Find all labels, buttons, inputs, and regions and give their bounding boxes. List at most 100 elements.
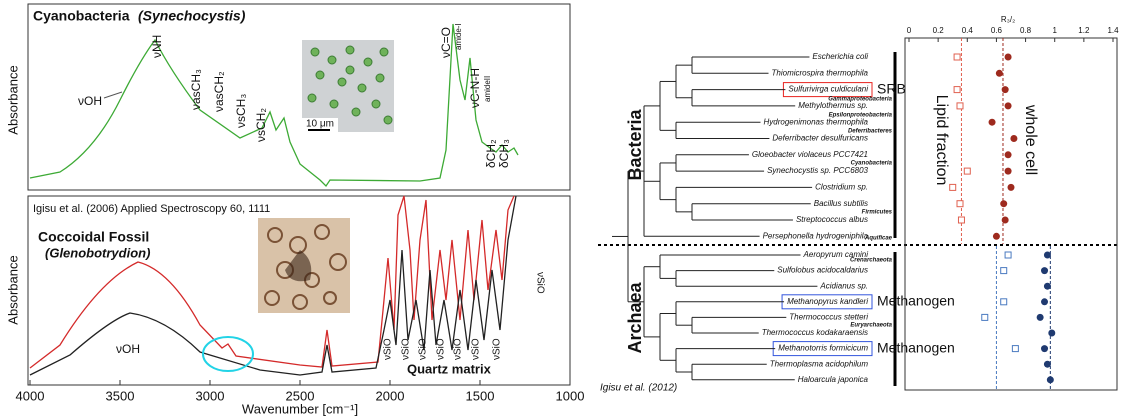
subtitle: (Synechocystis) bbox=[138, 8, 246, 24]
peak-label: νSiO bbox=[492, 338, 503, 360]
taxon-name: Thermococcus stetteri bbox=[789, 313, 868, 322]
whole-cell-point bbox=[1004, 151, 1012, 159]
taxon-name: Haloarcula japonica bbox=[798, 375, 869, 384]
whole-cell-point bbox=[1036, 313, 1044, 321]
x-tick-label: 0.6 bbox=[991, 26, 1003, 35]
peak-label: νasCH₂ bbox=[212, 71, 226, 112]
taxon-name: Acidianus sp. bbox=[819, 281, 868, 290]
lipid-point bbox=[981, 313, 989, 321]
y-label: Absorbance bbox=[5, 255, 20, 324]
x-tick-label: 0.4 bbox=[962, 26, 974, 35]
peak-label: δCH₃ bbox=[497, 139, 511, 168]
whole-cell-point bbox=[1043, 282, 1051, 290]
taxon-name: Bacillus subtilis bbox=[814, 199, 868, 208]
lipid-point bbox=[956, 200, 964, 208]
x-tick-label: 0 bbox=[907, 26, 912, 35]
lipid-point bbox=[1000, 298, 1008, 306]
taxon-name: Thermoplasma acidophilum bbox=[770, 359, 869, 368]
x-tick-label: 1 bbox=[1052, 26, 1057, 35]
fossil-spectrum-black bbox=[29, 195, 517, 376]
x-tick-label: 2500 bbox=[286, 388, 315, 403]
whole-cell-point bbox=[1041, 345, 1049, 353]
group-label: Cyanobacteria bbox=[851, 161, 893, 167]
lipid-point bbox=[953, 86, 961, 94]
lipid-point bbox=[1011, 345, 1019, 353]
taxon-name: Sulfolobus acidocaldarius bbox=[777, 266, 868, 275]
whole-cell-point bbox=[1048, 329, 1056, 337]
cell-photo bbox=[302, 40, 394, 132]
peak-label: δCH₂ bbox=[484, 139, 498, 168]
whole-label: whole cell bbox=[1022, 104, 1039, 175]
top-frame bbox=[27, 3, 571, 191]
whole-cell-point bbox=[1004, 102, 1012, 110]
cyanobacteria-spectrum bbox=[29, 23, 519, 188]
group-label: Deferribacteres bbox=[848, 129, 893, 135]
x-tick-label: 0.8 bbox=[1020, 26, 1032, 35]
whole-cell-point bbox=[1007, 183, 1015, 191]
taxon-name: Methylothermus sp. bbox=[798, 101, 868, 110]
fossil-spectrum-red bbox=[29, 195, 515, 369]
highlight-circle bbox=[202, 336, 254, 372]
taxon-name: Streptococcus albus bbox=[796, 215, 868, 224]
lipid-point bbox=[1000, 267, 1008, 275]
lipid-label: Lipid fraction bbox=[933, 95, 950, 186]
peak-label: νC=O bbox=[439, 27, 453, 58]
citation: Igisu et al. (2006) Applied Spectroscopy… bbox=[33, 203, 270, 215]
peak-label: νSiO bbox=[471, 338, 482, 360]
leader bbox=[103, 91, 123, 99]
whole-cell-point bbox=[1001, 86, 1009, 94]
peak-label: νSiO bbox=[453, 338, 464, 360]
taxon-name: Methanopyrus kandleri bbox=[787, 297, 868, 306]
whole-cell-point bbox=[1004, 167, 1012, 175]
taxon-name: Thermococcus kodakaraensis bbox=[762, 328, 868, 337]
peak-label: νSiO bbox=[436, 338, 447, 360]
taxon-name: Sulfurivirga culdiculani bbox=[788, 85, 868, 94]
title: Cyanobacteria bbox=[33, 8, 130, 24]
x-tick-label: 3000 bbox=[196, 388, 225, 403]
whole-cell-point bbox=[1010, 135, 1018, 142]
axis-label: R₃/₂ bbox=[1001, 15, 1015, 24]
group-label: Crenarchaeota bbox=[850, 258, 893, 264]
taxon-name: Aeropyrum camini bbox=[803, 250, 869, 259]
x-tick-label: 0.2 bbox=[933, 26, 945, 35]
title: Coccoidal Fossil bbox=[38, 229, 149, 245]
peak-label: amideII bbox=[483, 76, 492, 102]
whole-cell-point bbox=[992, 232, 1000, 240]
taxon-name: Hydrogenimonas thermophila bbox=[764, 117, 869, 126]
whole-cell-point bbox=[1041, 298, 1049, 306]
scale-bar: 10 μm bbox=[306, 119, 334, 130]
taxon-name: Clostridium sp. bbox=[815, 183, 868, 192]
whole-cell-point bbox=[1000, 200, 1008, 208]
whole-cell-point bbox=[1004, 53, 1012, 61]
peak-label: νSiO bbox=[418, 338, 429, 360]
x-tick-label: 3500 bbox=[106, 388, 135, 403]
whole-cell-point bbox=[988, 118, 996, 126]
group-label: Aquificae bbox=[864, 236, 893, 242]
annotation: Methanogen bbox=[877, 339, 955, 355]
x-tick-label: 1.4 bbox=[1107, 26, 1119, 35]
taxon-name: Deferribacter desulfuricans bbox=[772, 134, 868, 143]
peak-label: νNH bbox=[150, 35, 164, 58]
lipid-point bbox=[963, 167, 971, 175]
lipid-point bbox=[956, 102, 964, 110]
peak-label: νSiO bbox=[401, 338, 412, 360]
domain-label: Bacteria bbox=[625, 108, 645, 180]
domain-label: Archaea bbox=[625, 281, 645, 353]
peak-label: νasCH₃ bbox=[189, 69, 203, 110]
lipid-point bbox=[953, 53, 961, 61]
taxon-name: Gloeobacter violaceus PCC7421 bbox=[752, 150, 868, 159]
taxon-name: Persephonella hydrogeniphila bbox=[763, 231, 869, 240]
lipid-point bbox=[949, 183, 957, 191]
whole-cell-point bbox=[995, 69, 1003, 77]
peak-label: νSiO bbox=[534, 272, 545, 294]
matrix-label: Quartz matrix bbox=[407, 361, 492, 376]
annotation: Methanogen bbox=[877, 293, 955, 309]
annotation: SRB bbox=[877, 80, 906, 96]
whole-cell-point bbox=[1046, 376, 1054, 384]
x-tick-label: 4000 bbox=[16, 388, 45, 403]
lipid-point bbox=[957, 216, 965, 224]
citation: Igisu et al. (2012) bbox=[600, 383, 677, 394]
x-tick-label: 2000 bbox=[376, 388, 405, 403]
fossil-photo bbox=[258, 218, 350, 313]
